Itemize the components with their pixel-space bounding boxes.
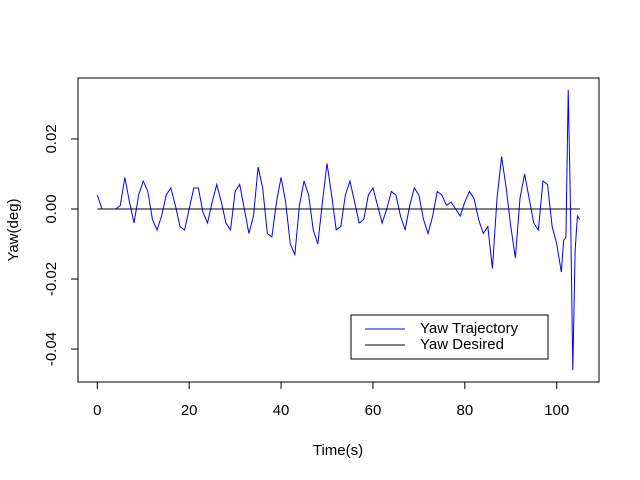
y-tick-label: -0.02 (43, 262, 60, 296)
series-line (96, 89, 581, 371)
x-axis-label: Time(s) (313, 442, 363, 459)
x-tick-label: 100 (544, 402, 569, 419)
x-tick-label: 60 (365, 402, 382, 419)
y-tick-label: 0.02 (43, 124, 60, 153)
x-tick-label: 0 (93, 402, 101, 419)
x-tick-label: 80 (457, 402, 474, 419)
y-tick-label: -0.04 (43, 332, 60, 366)
legend-label: Yaw Desired (420, 336, 504, 353)
y-tick-label: 0.00 (43, 194, 60, 223)
y-axis-label: Yaw(deg) (5, 198, 22, 261)
x-tick-label: 20 (181, 402, 198, 419)
x-tick-label: 40 (273, 402, 290, 419)
legend-box (350, 314, 549, 360)
legend-label: Yaw Trajectory (420, 320, 519, 337)
